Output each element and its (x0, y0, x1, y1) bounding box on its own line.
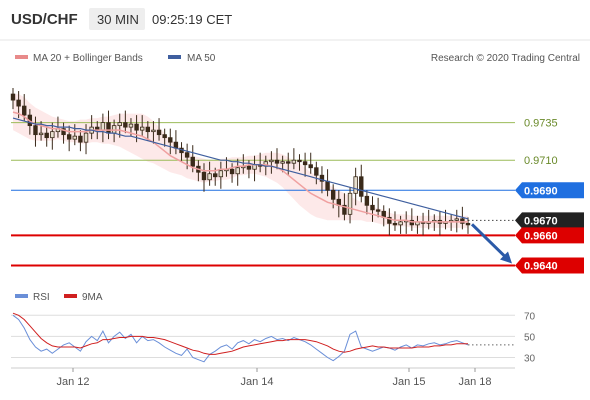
timeframe-box[interactable] (89, 8, 145, 30)
candle (314, 161, 319, 185)
candle (375, 197, 381, 218)
candle (33, 116, 38, 147)
candle (370, 196, 375, 222)
candle (235, 158, 240, 186)
candle (44, 127, 49, 147)
x-tick-label: Jan 15 (392, 376, 425, 388)
level-0-9690-label: 0.9690 (524, 185, 558, 197)
candle (156, 118, 162, 141)
candle (460, 206, 465, 230)
rsi-ma-line (12, 312, 468, 355)
x-tick-label: Jan 18 (458, 376, 491, 388)
level-0-9690-tag (515, 182, 584, 199)
timeframe-label: 30 MIN (97, 12, 139, 27)
candle (274, 148, 280, 170)
candle (162, 128, 167, 147)
candle (465, 217, 471, 234)
candle (201, 163, 207, 192)
candle (347, 187, 353, 224)
ma50-line (12, 117, 469, 220)
level-0-9660-tag (515, 227, 584, 244)
candle (286, 152, 291, 176)
candle (50, 122, 55, 150)
ma20-line (12, 111, 468, 223)
candle (392, 211, 398, 231)
candle (364, 190, 370, 215)
rsi-line (12, 314, 469, 363)
levels-layer: 0.9735 0.9710 0.9690 0.9670 0.9660 0.9640 (11, 118, 584, 274)
source-label: Research © 2020 Trading Central (431, 53, 580, 64)
candle (454, 209, 459, 233)
candle (269, 151, 274, 174)
bands-legend-label: MA 20 + Bollinger Bands (33, 53, 143, 64)
candle (66, 125, 72, 152)
level-0-9670-label: 0.9670 (524, 215, 558, 227)
candle (229, 163, 235, 183)
rsi-ma-legend-label: 9MA (82, 292, 103, 303)
candle (359, 164, 364, 203)
rsi-level-70-label: 70 (524, 311, 536, 322)
forecast-arrow-shaft (470, 223, 509, 260)
rsi-level-30-label: 30 (524, 354, 536, 365)
candle (308, 152, 313, 174)
level-0-9670-tag (515, 212, 584, 229)
chart-header: USD/CHF 30 MIN 09:25:19 CET (11, 8, 232, 30)
time-label: 09:25:19 CET (152, 12, 232, 27)
rsi-level-50-label: 50 (524, 332, 536, 343)
candle (297, 154, 302, 171)
candle (139, 115, 145, 137)
candle (123, 110, 128, 134)
candle (207, 161, 212, 186)
level-0-9735-label: 0.9735 (524, 118, 558, 130)
price-plot: 0.9735 0.9710 0.9690 0.9670 0.9660 0.9640 (10, 70, 584, 285)
level-0-9710-label: 0.9710 (524, 155, 558, 167)
candle (218, 161, 224, 189)
x-tick-label: Jan 14 (240, 376, 273, 388)
level-0-9640-tag (515, 257, 584, 274)
candle (151, 121, 156, 144)
candle (398, 215, 403, 234)
x-tick-label: Jan 12 (56, 376, 89, 388)
candle (72, 124, 77, 146)
level-0-9660-label: 0.9660 (524, 230, 558, 242)
price-plot-area (11, 70, 515, 285)
candle (10, 88, 16, 110)
x-axis: Jan 12 Jan 14 Jan 15 Jan 18 (56, 368, 492, 388)
symbol-label: USD/CHF (11, 11, 78, 28)
level-0-9640-label: 0.9640 (524, 260, 558, 272)
price-legend: MA 20 + Bollinger Bands MA 50 Research ©… (15, 53, 580, 64)
moving-averages-layer (12, 111, 469, 223)
candle (145, 121, 151, 141)
forecast-arrow-head (500, 251, 512, 264)
forecast-arrow-layer (470, 223, 512, 264)
candle (117, 113, 122, 138)
candle (61, 122, 66, 144)
candle (291, 148, 297, 170)
bollinger-band-area (13, 94, 468, 228)
candle (353, 167, 358, 206)
ma50-legend-label: MA 50 (187, 53, 216, 64)
rsi-plot: 70 50 30 (11, 311, 536, 365)
candle (302, 152, 308, 177)
rsi-legend: RSI 9MA (15, 292, 103, 303)
candle (387, 208, 392, 236)
candle (168, 128, 173, 155)
rsi-legend-label: RSI (33, 292, 50, 303)
bollinger-bands-layer (13, 94, 468, 228)
candle (83, 124, 89, 155)
candle (78, 130, 83, 152)
